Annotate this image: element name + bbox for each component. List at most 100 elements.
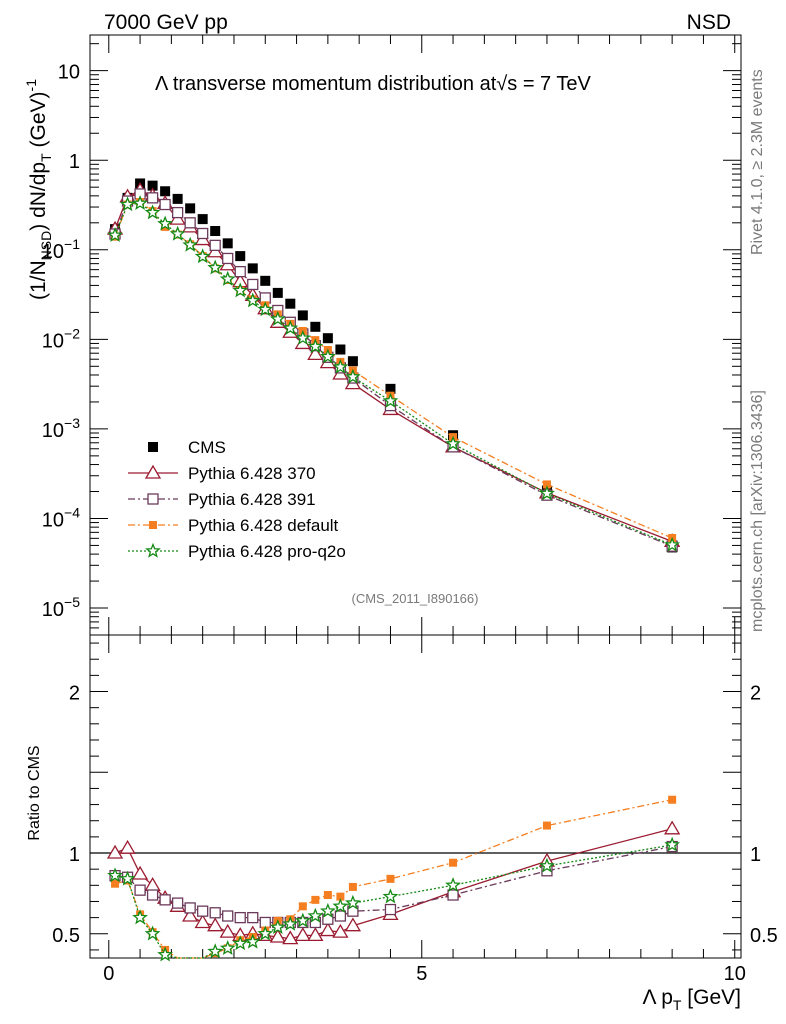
main-point-cms <box>147 180 158 191</box>
main-point-pythia-6-428-pro-q2o <box>445 435 461 451</box>
legend-marker-pythia-6-428-391 <box>147 493 159 505</box>
y-tick-label: 10−4 <box>42 504 80 531</box>
ratio-point-pythia-6-428-370 <box>664 820 681 835</box>
header-energy-label: 7000 GeV pp <box>104 11 228 34</box>
main-point-pythia-6-428-370 <box>307 346 324 360</box>
x-tick-label: 5 <box>416 963 427 985</box>
ratio-point-pythia-6-428-370 <box>106 844 124 859</box>
main-point-pythia-6-428-pro-q2o <box>169 225 186 241</box>
main-point-pythia-6-428-391 <box>171 206 184 219</box>
ratio-point-pythia-6-428-default <box>348 882 357 891</box>
main-point-pythia-6-428-pro-q2o <box>207 259 224 275</box>
mcplots-label: mcplots.cern.ch [arXiv:1306.3436] <box>749 390 766 632</box>
ratio-point-pythia-6-428-370 <box>182 907 199 922</box>
main-point-cms <box>235 251 246 262</box>
y-tick-base: 10 <box>42 420 64 442</box>
ratio-point-pythia-6-428-pro-q2o <box>664 836 681 852</box>
ratio-point-pythia-6-428-391 <box>247 911 259 924</box>
main-point-pythia-6-428-pro-q2o <box>257 301 274 317</box>
ratio-point-pythia-6-428-default <box>449 858 458 867</box>
ratio-point-pythia-6-428-default <box>668 795 677 804</box>
ratio-plot-frame <box>89 634 742 959</box>
main-point-pythia-6-428-pro-q2o <box>232 282 249 298</box>
main-point-pythia-6-428-pro-q2o <box>194 248 211 264</box>
ratio-y-axis-label: Ratio to CMS <box>26 745 43 840</box>
main-point-cms <box>322 333 333 344</box>
main-point-cms <box>272 287 283 298</box>
main-title-text: Λ transverse momentum distribution at <box>155 73 497 95</box>
ratio-point-pythia-6-428-pro-q2o <box>445 877 461 893</box>
ratio-point-pythia-6-428-391 <box>447 889 459 901</box>
legend-marker-pythia-6-428-default <box>149 521 157 529</box>
legend-marker-pythia-6-428-pro-q2o <box>145 542 161 558</box>
main-point-pythia-6-428-391 <box>209 239 221 252</box>
main-point-pythia-6-428-pro-q2o <box>269 310 286 326</box>
ratio-point-pythia-6-428-391 <box>222 910 234 922</box>
main-point-cms <box>285 298 296 309</box>
main-point-pythia-6-428-pro-q2o <box>144 204 161 220</box>
main-point-pythia-6-428-391 <box>146 192 159 204</box>
ratio-point-pythia-6-428-391 <box>209 907 221 919</box>
legend: CMS Pythia 6.428 370 Pythia 6.428 391 Pythi… <box>128 438 346 561</box>
ratio-line-pythia-6-428-pro-q2o <box>114 844 673 959</box>
ratio-point-pythia-6-428-391 <box>134 884 146 896</box>
main-point-pythia-6-428-pro-q2o <box>119 196 136 212</box>
ratio-point-pythia-6-428-pro-q2o <box>232 935 249 951</box>
ratio-point-pythia-6-428-pro-q2o <box>107 867 123 883</box>
main-point-pythia-6-428-pro-q2o <box>382 392 399 408</box>
main-y-axis-label: (1/NNSD) dN/dpT (GeV)-1 <box>23 79 54 300</box>
y-tick-base: 10 <box>42 509 64 531</box>
ratio-point-pythia-6-428-default <box>298 902 307 911</box>
main-point-pythia-6-428-pro-q2o <box>664 536 681 552</box>
ratio-point-pythia-6-428-370 <box>307 927 324 942</box>
y-tick-exponent: −2 <box>64 325 80 341</box>
ratio-y-tick-label-left: 1 <box>69 844 80 866</box>
legend-label-cms: CMS <box>188 438 226 457</box>
main-point-cms <box>335 344 346 355</box>
ratio-point-pythia-6-428-391 <box>334 910 347 922</box>
data-series <box>106 178 681 962</box>
main-point-cms <box>185 203 196 214</box>
y-tick-label: 10−2 <box>42 325 80 352</box>
y-tick-label: 10−5 <box>42 594 80 621</box>
main-point-pythia-6-428-pro-q2o <box>294 329 311 345</box>
main-line-pythia-6-428-pro-q2o <box>114 202 673 546</box>
ratio-point-pythia-6-428-pro-q2o <box>244 933 261 949</box>
main-point-cms <box>172 193 183 204</box>
legend-label-pythia-6-428-370: Pythia 6.428 370 <box>188 464 316 483</box>
main-point-pythia-6-428-391 <box>197 227 209 240</box>
ratio-point-pythia-6-428-pro-q2o <box>345 894 361 910</box>
ratio-point-pythia-6-428-391 <box>146 889 159 901</box>
x-tick-label: 10 <box>724 963 746 985</box>
ratio-point-pythia-6-428-pro-q2o <box>257 925 274 941</box>
y-tick-exponent: −1 <box>64 236 80 252</box>
ratio-point-pythia-6-428-370 <box>194 914 211 929</box>
ratio-point-pythia-6-428-391 <box>159 894 171 906</box>
main-title-sqrt: √s <box>496 73 517 95</box>
ratio-line-pythia-6-428-default <box>114 799 673 959</box>
ratio-point-pythia-6-428-391 <box>234 911 246 924</box>
y-tick-base: 10 <box>42 599 64 621</box>
xlabel-part2: [GeV] <box>681 986 741 1009</box>
ratio-point-pythia-6-428-pro-q2o <box>332 898 349 914</box>
main-title: Λ transverse momentum distribution at√s … <box>155 73 592 95</box>
main-point-pythia-6-428-pro-q2o <box>132 195 148 211</box>
y-tick-label: 10−3 <box>42 415 80 442</box>
y-tick-label: 1 <box>69 151 80 173</box>
ratio-point-pythia-6-428-370 <box>207 917 224 932</box>
legend-label-pythia-6-428-pro-q2o: Pythia 6.428 pro-q2o <box>188 542 346 561</box>
header-process-label: NSD <box>687 11 731 34</box>
y-tick-exponent: −4 <box>64 504 80 520</box>
ratio-point-pythia-6-428-370 <box>219 923 236 938</box>
y-tick-base: 10 <box>42 330 64 352</box>
xlabel-sub: T <box>673 997 682 1013</box>
ylabel-part1: (1/N <box>27 260 50 300</box>
y-tick-label: 10−1 <box>42 236 80 263</box>
ratio-point-pythia-6-428-370 <box>282 930 299 945</box>
x-axis-label: Λ pT [GeV] <box>643 986 741 1013</box>
main-point-pythia-6-428-pro-q2o <box>307 338 324 354</box>
main-point-pythia-6-428-default <box>542 480 551 489</box>
ratio-point-pythia-6-428-default <box>111 879 120 888</box>
ratio-point-pythia-6-428-391 <box>171 897 184 909</box>
